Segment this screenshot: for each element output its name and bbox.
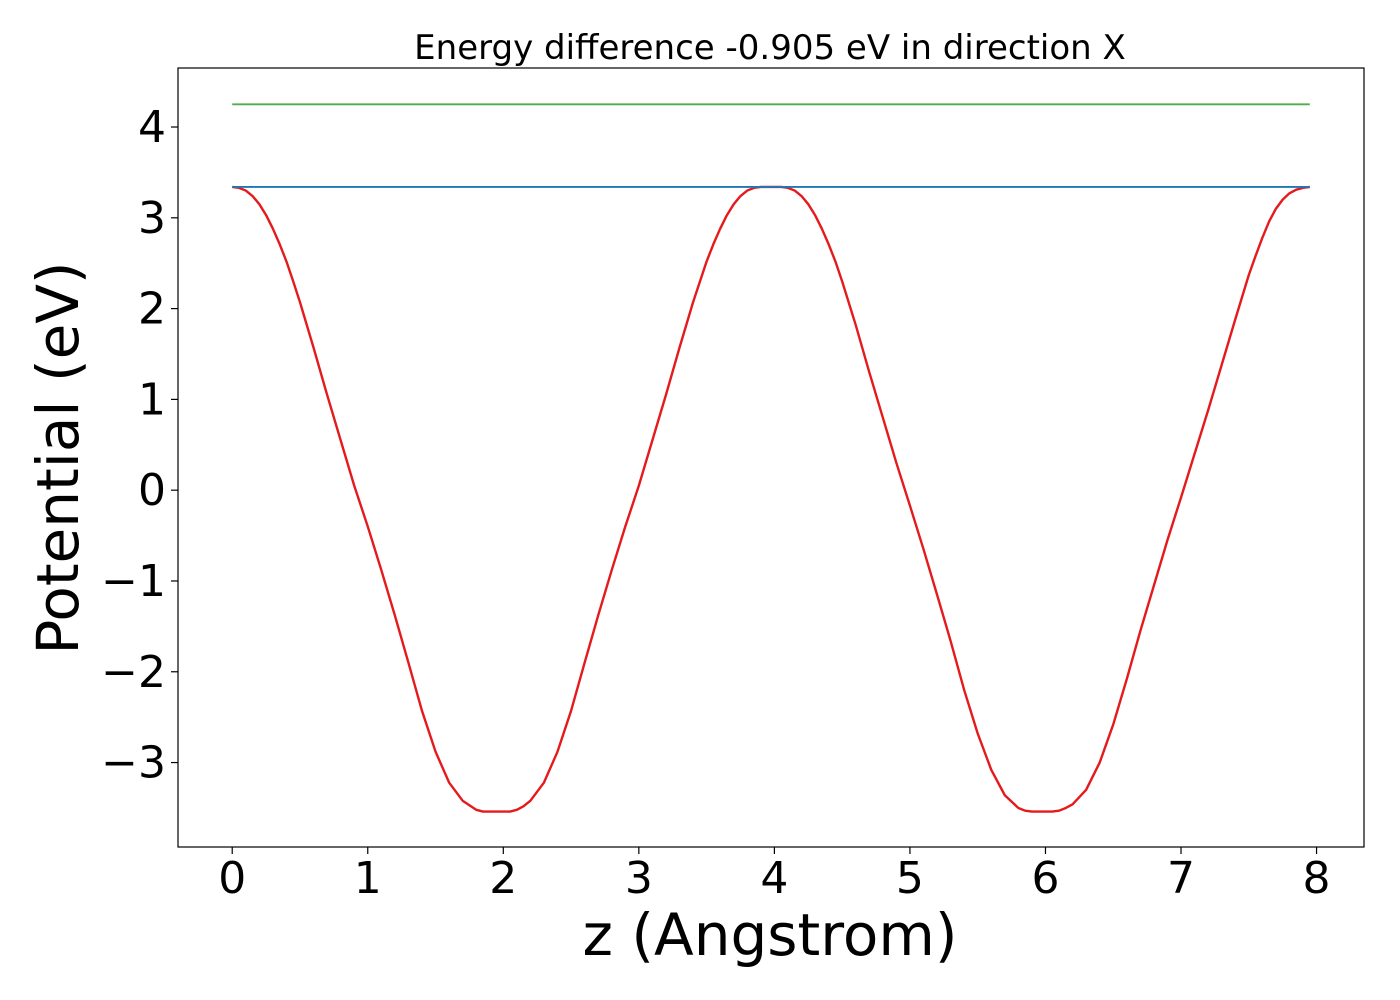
y-tick-label: −3 <box>101 738 166 789</box>
x-tick-label: 6 <box>1031 853 1059 904</box>
x-tick-label: 7 <box>1167 853 1195 904</box>
x-tick-label: 3 <box>625 853 653 904</box>
y-tick-label: 1 <box>138 374 166 425</box>
x-tick-label: 1 <box>354 853 382 904</box>
plot-area <box>232 103 1310 813</box>
y-axis-label: Potential (eV) <box>24 261 92 654</box>
x-tick-label: 4 <box>760 853 788 904</box>
x-tick-label: 2 <box>489 853 517 904</box>
y-tick-label: −2 <box>101 647 166 698</box>
y-tick-label: −1 <box>101 556 166 607</box>
y-axis-ticks: −3 −2 −1 0 1 2 3 4 <box>101 102 178 789</box>
x-tick-label: 5 <box>896 853 924 904</box>
y-tick-label: 0 <box>138 465 166 516</box>
x-tick-label: 0 <box>218 853 246 904</box>
x-axis-label: z (Angstrom) <box>583 901 958 969</box>
chart-title: Energy difference -0.905 eV in direction… <box>414 28 1126 68</box>
y-tick-label: 3 <box>138 193 166 244</box>
y-tick-label: 2 <box>138 284 166 335</box>
x-tick-label: 8 <box>1303 853 1331 904</box>
axes-frame <box>177 67 1365 848</box>
y-tick-label: 4 <box>138 102 166 153</box>
x-axis-ticks: 0 1 2 3 4 5 6 7 8 <box>218 847 1331 904</box>
